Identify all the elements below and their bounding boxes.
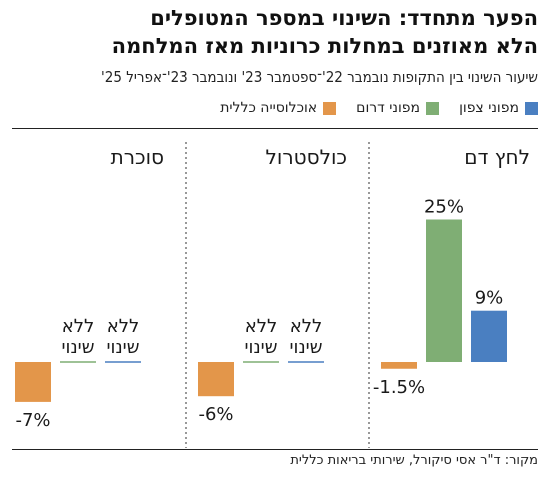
legend-swatch-north bbox=[525, 101, 538, 115]
data-label-diabetes-south: ללא שינוי bbox=[62, 316, 95, 358]
data-label-blood-pressure-south: 25% bbox=[424, 197, 464, 218]
legend-item-general: אוכלוסייה כללית bbox=[220, 100, 337, 116]
data-label-cholesterol-general: -6% bbox=[198, 404, 233, 425]
data-label-cholesterol-north: ללא שינוי bbox=[290, 316, 323, 358]
chart-title-line-1: הפער מתחדד: השינוי במספר המטופלים bbox=[150, 6, 538, 30]
bar-blood-pressure-general bbox=[381, 362, 417, 369]
chart-title-line-2: הלא מאוזנים במחלות כרוניות מאז המלחמה bbox=[111, 34, 538, 58]
chart-subtitle: שיעור השינוי בין התקופות נובמבר 22'־ספטמ… bbox=[101, 68, 538, 86]
bar-blood-pressure-south bbox=[426, 219, 462, 362]
category-label-diabetes: סוכרת bbox=[111, 145, 164, 169]
category-label-blood-pressure: לחץ דם bbox=[464, 145, 530, 169]
legend-label-north: מפוני צפון bbox=[459, 100, 519, 116]
chart-canvas: לחץ דם 9% 25% -1.5% כולסטרול ללא שינוי ללא שינוי… bbox=[15, 142, 530, 448]
bar-cholesterol-general bbox=[198, 362, 234, 397]
data-label-diabetes-general: -7% bbox=[15, 410, 50, 431]
bar-diabetes-general bbox=[15, 362, 51, 402]
legend-item-north: מפוני צפון bbox=[459, 100, 538, 116]
legend-label-general: אוכלוסייה כללית bbox=[220, 100, 318, 116]
legend-swatch-south bbox=[426, 101, 440, 115]
bar-blood-pressure-north bbox=[471, 310, 507, 362]
data-label-diabetes-north: ללא שינוי bbox=[107, 316, 140, 358]
data-label-cholesterol-south: ללא שינוי bbox=[245, 316, 278, 358]
legend-swatch-general bbox=[323, 101, 337, 115]
bottom-rule bbox=[12, 449, 538, 450]
category-label-cholesterol: כולסטרול bbox=[266, 145, 347, 169]
top-rule bbox=[12, 128, 538, 129]
data-label-blood-pressure-general: -1.5% bbox=[373, 377, 425, 398]
legend-label-south: מפוני דרום bbox=[356, 100, 421, 116]
source-note: מקור: ד"ר אסי סיקורל, שירותי בריאות כללי… bbox=[290, 453, 538, 468]
legend: מפוני צפון מפוני דרום אוכלוסייה כללית bbox=[220, 100, 538, 116]
data-label-blood-pressure-north: 9% bbox=[475, 288, 504, 309]
legend-item-south: מפוני דרום bbox=[356, 100, 440, 116]
